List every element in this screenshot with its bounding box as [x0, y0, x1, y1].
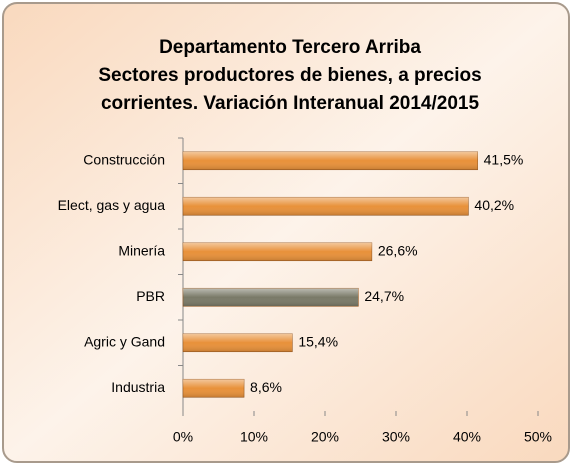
chart-background	[2, 2, 570, 463]
bar-shine	[183, 333, 293, 352]
x-tick-label: 20%	[311, 429, 339, 445]
y-tick-label: Industria	[111, 379, 165, 395]
bar-shine	[183, 379, 245, 398]
y-tick-label: Construcción	[83, 151, 165, 167]
bar-shine	[183, 197, 469, 216]
y-tick-label: Agric y Gand	[84, 333, 165, 349]
data-label: 24,7%	[364, 288, 404, 304]
x-tick-label: 0%	[173, 429, 193, 445]
data-label: 15,4%	[298, 333, 338, 349]
y-tick-label: PBR	[136, 288, 165, 304]
chart-title: Departamento Tercero Arriba	[159, 37, 421, 58]
x-tick-label: 40%	[453, 429, 481, 445]
data-label: 26,6%	[378, 242, 418, 258]
x-tick-label: 10%	[240, 429, 268, 445]
data-label: 8,6%	[250, 379, 282, 395]
data-label: 40,2%	[474, 197, 514, 213]
bar-shine	[183, 151, 478, 170]
y-tick-label: Elect, gas y agua	[58, 197, 166, 213]
x-tick-label: 30%	[382, 429, 410, 445]
y-tick-label: Minería	[118, 242, 165, 258]
bar-shine	[183, 242, 372, 261]
data-label: 41,5%	[484, 151, 524, 167]
x-tick-label: 50%	[524, 429, 552, 445]
chart-title: corrientes. Variación Interanual 2014/20…	[101, 93, 480, 114]
chart-title: Sectores productores de bienes, a precio…	[98, 65, 481, 86]
bar-shine	[183, 288, 359, 307]
